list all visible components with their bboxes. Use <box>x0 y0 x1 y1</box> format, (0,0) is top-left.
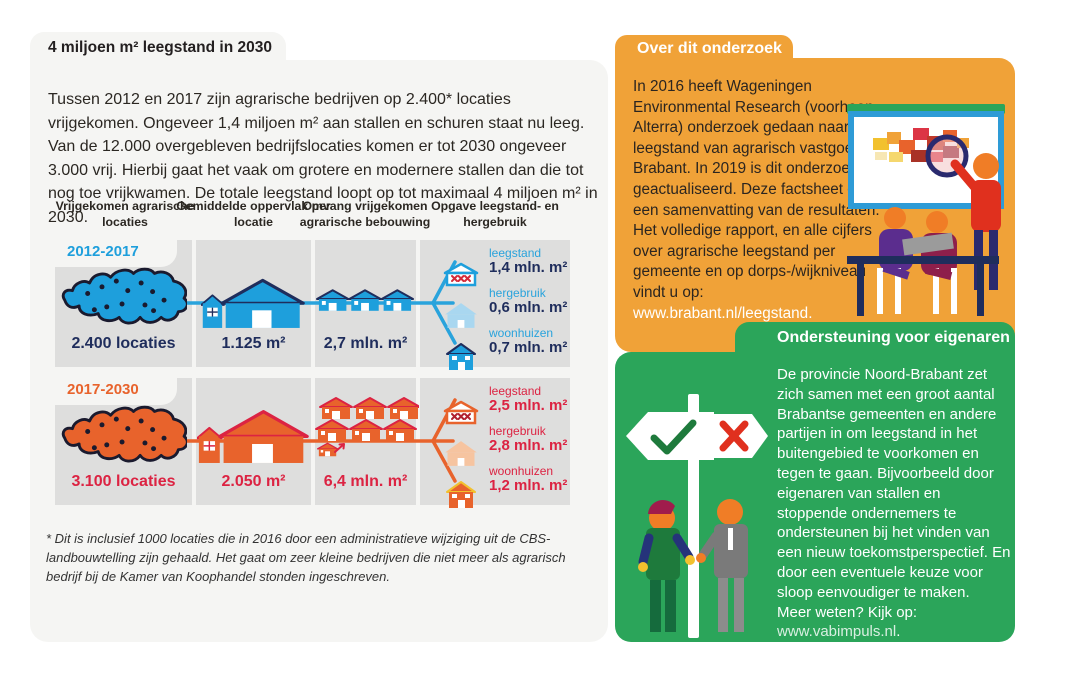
table-icon <box>847 256 999 264</box>
about-paragraph: In 2016 heeft Wageningen Environmental R… <box>633 78 882 301</box>
volume-value: 2,7 mln. m² <box>323 335 408 352</box>
breakdown-value: 1,4 mln. m² <box>489 259 568 277</box>
breakdown-label: woonhuizen <box>489 325 554 340</box>
check-icon <box>650 419 697 455</box>
breakdown-value: 2,8 mln. m² <box>489 437 568 455</box>
avg-area-value: 1.125 m² <box>221 335 286 352</box>
volume-value: 6,4 mln. m² <box>323 473 408 490</box>
breakdown-label: hergebruik <box>489 285 546 300</box>
support-heading: Ondersteuning voor eigenaren <box>777 329 1010 346</box>
about-heading: Over dit onderzoek <box>637 40 782 57</box>
tie-icon <box>728 528 733 550</box>
barn-group-icon <box>316 398 419 457</box>
farmer-figure <box>638 499 695 632</box>
breakdown-item-hergebruik: hergebruik 2,8 mln. m² <box>440 421 568 466</box>
breakdown-item-woonhuizen: woonhuizen 1,2 mln. m² <box>440 461 568 508</box>
cell-volume-content: 2,7 mln. m² <box>315 240 416 367</box>
brabant-map-icon <box>61 267 187 325</box>
breakdown-label: leegstand <box>489 245 542 260</box>
about-text: In 2016 heeft Wageningen Environmental R… <box>633 77 891 324</box>
breakdown-item-hergebruik: hergebruik 0,6 mln. m² <box>440 283 568 328</box>
link-period: . <box>896 623 901 641</box>
support-panel <box>615 352 1015 642</box>
cap-icon <box>648 499 675 514</box>
chair-legs-icon <box>877 268 957 314</box>
link-period: . <box>808 304 813 322</box>
cell-locations-content: 2.400 locaties <box>55 240 192 367</box>
support-panel-tab: Ondersteuning voor eigenaren <box>735 322 1015 354</box>
farm-barn-icon <box>197 411 308 463</box>
avg-area-value: 2.050 m² <box>221 473 286 490</box>
locations-value: 2.400 locaties <box>71 335 176 352</box>
dwelling-house-icon <box>447 482 475 508</box>
cell-volume-content: 6,4 mln. m² <box>315 378 419 505</box>
cross-icon <box>719 420 749 452</box>
breakdown-value: 1,2 mln. m² <box>489 477 568 495</box>
support-more: Meer weten? Kijk op: <box>777 603 918 621</box>
cell-locations-content: 3.100 locaties <box>55 378 192 505</box>
breakdown-value: 0,7 mln. m² <box>489 339 568 357</box>
seated-legs-icon <box>882 264 953 281</box>
support-text: De provincie Noord-Brabant zet zich same… <box>777 365 1013 642</box>
column-header-breakdown: Opgave leegstand- en hergebruik <box>431 199 559 229</box>
vabimpuls-link[interactable]: www.vabimpuls.nl <box>777 623 897 641</box>
laptop-icon <box>902 232 954 256</box>
cell-breakdown-content: leegstand 2,5 mln. m² hergebruik 2,8 mln… <box>420 378 570 508</box>
column-header-locations: Vrijgekomen agrarische locaties <box>55 199 195 229</box>
breakdown-label: leegstand <box>489 383 542 398</box>
intro-paragraph: Tussen 2012 en 2017 zijn agrarische bedr… <box>48 91 598 226</box>
advisor-figure <box>696 499 748 632</box>
signpost-illustration <box>626 394 768 638</box>
footnote: * Dit is inclusief 1000 locaties die in … <box>46 531 566 584</box>
title-tab: 4 miljoen m² leegstand in 2030 <box>30 32 286 60</box>
cell-avg-area-content: 2.050 m² <box>196 378 311 505</box>
locations-value: 3.100 locaties <box>71 473 176 490</box>
brabant-map-icon <box>61 405 187 463</box>
table-row-2012-2017: 2012-2017 2.400 locaties 1.125 m² 2,7 ml… <box>55 240 570 370</box>
period-label: 2012-2017 <box>55 240 177 267</box>
breakdown-value: 0,6 mln. m² <box>489 299 568 317</box>
support-paragraph: De provincie Noord-Brabant zet zich same… <box>777 366 1011 601</box>
column-header-avg-area: Gemiddelde oppervlak per locatie <box>176 199 331 229</box>
brabant-link[interactable]: www.brabant.nl/leegstand <box>633 304 809 322</box>
breakdown-label: woonhuizen <box>489 463 554 478</box>
barn-group-icon <box>316 290 414 311</box>
table-row-2017-2030: 2017-2030 3.100 locaties 2.050 m² 6,4 ml… <box>55 378 570 508</box>
about-panel-tab: Over dit onderzoek <box>615 35 793 61</box>
breakdown-item-woonhuizen: woonhuizen 0,7 mln. m² <box>440 323 568 370</box>
farm-barn-icon <box>201 280 304 328</box>
cell-avg-area-content: 1.125 m² <box>196 240 311 367</box>
breakdown-value: 2,5 mln. m² <box>489 397 568 415</box>
breakdown-item-leegstand: leegstand 1,4 mln. m² <box>440 243 568 286</box>
research-illustration <box>847 104 1005 316</box>
column-header-volume: Omvang vrijgekomen agrarische bebouwing <box>299 199 431 229</box>
page-title: 4 miljoen m² leegstand in 2030 <box>48 39 272 56</box>
period-label: 2017-2030 <box>55 378 177 405</box>
breakdown-item-leegstand: leegstand 2,5 mln. m² <box>440 381 568 424</box>
breakdown-label: hergebruik <box>489 423 546 438</box>
cell-breakdown-content: leegstand 1,4 mln. m² hergebruik 0,6 mln… <box>420 240 570 370</box>
dwelling-house-icon <box>447 344 475 370</box>
